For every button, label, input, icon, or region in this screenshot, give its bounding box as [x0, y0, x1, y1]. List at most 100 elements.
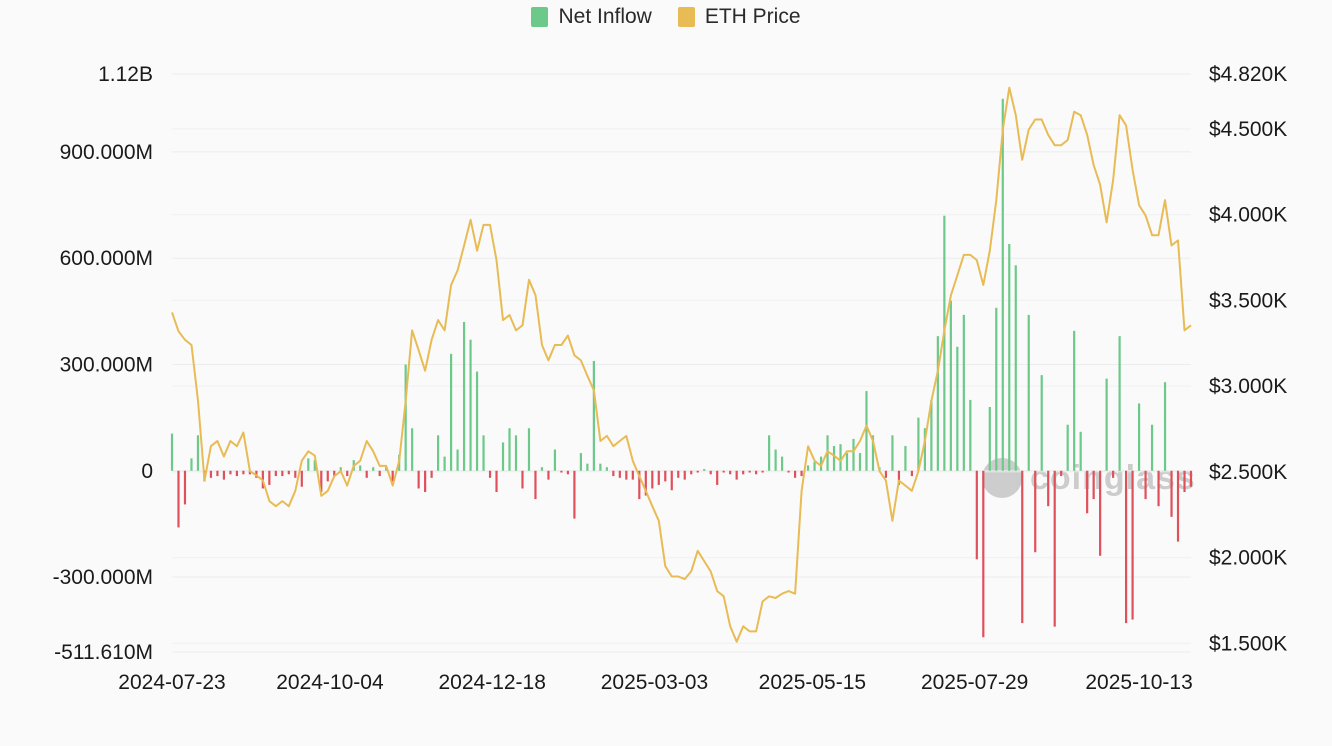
inflow-bar-positive — [871, 435, 875, 471]
inflow-bar-positive — [995, 307, 998, 471]
inflow-bar-negative — [365, 470, 368, 478]
legend-label: Net Inflow — [558, 5, 652, 28]
right-axis-tick-label: $4.820K — [1209, 63, 1287, 86]
inflow-bar-negative — [1047, 470, 1050, 507]
legend-item-net-inflow[interactable]: Net Inflow — [531, 5, 652, 29]
x-axis-tick-label: 2024-10-04 — [276, 671, 384, 694]
inflow-bar-positive — [1040, 375, 1043, 471]
inflow-bar-negative — [229, 470, 232, 475]
net-inflow-bars — [170, 98, 1193, 638]
inflow-bar-negative — [722, 470, 725, 473]
grid — [172, 73, 1191, 653]
inflow-bar-positive — [936, 336, 939, 471]
inflow-bar-negative — [1086, 470, 1089, 514]
left-axis: 1.12B 900.000M 600.000M 300.000M 0 -300.000M -… — [53, 63, 153, 664]
inflow-bar-positive — [923, 428, 926, 471]
inflow-bar-negative — [742, 470, 745, 475]
inflow-bar-positive — [540, 467, 544, 471]
inflow-bar-negative — [320, 470, 323, 493]
inflow-bar-negative — [690, 470, 693, 475]
inflow-bar-positive — [553, 449, 557, 471]
inflow-bar-negative — [982, 470, 985, 638]
inflow-bar-positive — [475, 371, 479, 471]
inflow-bar-positive — [1118, 336, 1121, 471]
inflow-bar-negative — [566, 470, 570, 475]
inflow-bar-negative — [177, 470, 180, 528]
inflow-bar-negative — [1183, 470, 1186, 493]
inflow-bar-negative — [670, 470, 673, 491]
inflow-bar-negative — [761, 470, 764, 473]
inflow-bar-negative — [638, 470, 641, 500]
x-axis: 2024-07-23 2024-10-04 2024-12-18 2025-03-03… — [118, 671, 1192, 694]
inflow-bar-positive — [839, 444, 842, 471]
inflow-bar-positive — [1105, 378, 1108, 471]
inflow-bar-positive — [1001, 98, 1004, 471]
inflow-bar-positive — [845, 453, 849, 471]
x-axis-tick-label: 2025-05-15 — [759, 671, 866, 694]
inflow-bar-negative — [235, 470, 239, 477]
x-axis-tick-label: 2025-07-29 — [921, 671, 1028, 694]
x-axis-tick-label: 2024-12-18 — [438, 671, 545, 694]
inflow-bar-negative — [417, 470, 420, 489]
inflow-bar-positive — [1079, 431, 1082, 471]
inflow-bar-positive — [949, 300, 952, 471]
inflow-bar-positive — [339, 467, 342, 471]
inflow-bar-positive — [449, 353, 453, 471]
inflow-bar-negative — [294, 470, 297, 478]
inflow-bar-negative — [897, 470, 901, 485]
inflow-bar-positive — [930, 399, 933, 471]
inflow-bar-negative — [222, 470, 226, 480]
inflow-bar-negative — [281, 470, 284, 477]
inflow-bar-positive — [774, 449, 777, 471]
right-axis-tick-label: $1.500K — [1209, 632, 1287, 655]
legend-item-eth-price[interactable]: ETH Price — [677, 5, 801, 29]
x-axis-tick-label: 2025-10-13 — [1085, 671, 1192, 694]
legend: Net Inflow ETH Price — [0, 5, 1332, 29]
left-axis-tick-label: -300.000M — [53, 566, 153, 589]
inflow-bar-positive — [1163, 382, 1167, 471]
inflow-bar-negative — [910, 470, 914, 477]
inflow-bar-positive — [1027, 314, 1030, 471]
inflow-bar-negative — [346, 470, 349, 477]
left-axis-tick-label: 0 — [141, 460, 153, 483]
inflow-bar-negative — [495, 470, 498, 493]
right-axis-tick-label: $2.000K — [1209, 547, 1287, 570]
inflow-bar-negative — [216, 470, 219, 477]
inflow-bar-positive — [411, 428, 414, 471]
inflow-bar-positive — [1008, 244, 1011, 471]
inflow-bar-negative — [793, 470, 797, 478]
left-axis-tick-label: 900.000M — [60, 141, 153, 164]
inflow-bar-negative — [612, 470, 615, 477]
inflow-bar-negative — [242, 470, 245, 475]
inflow-bar-positive — [404, 364, 407, 471]
inflow-bar-negative — [1131, 470, 1134, 620]
right-axis-tick-label: $3.000K — [1209, 375, 1287, 398]
inflow-bar-negative — [651, 470, 654, 489]
right-axis: $4.820K $4.500K $4.000K $3.500K $3.000K $2.50… — [1209, 63, 1287, 655]
inflow-bar-positive — [943, 215, 946, 471]
left-axis-tick-label: 1.12B — [98, 63, 153, 86]
inflow-bar-negative — [787, 470, 790, 473]
inflow-bar-positive — [1137, 403, 1141, 471]
right-axis-tick-label: $2.500K — [1209, 461, 1287, 484]
inflow-bar-positive — [904, 445, 907, 471]
inflow-bar-negative — [709, 470, 712, 475]
inflow-bar-negative — [683, 470, 686, 480]
inflow-bar-positive — [605, 467, 608, 471]
inflow-bar-negative — [183, 470, 187, 505]
right-axis-tick-label: $4.500K — [1209, 118, 1287, 141]
inflow-bar-negative — [209, 470, 213, 478]
x-axis-tick-label: 2025-03-03 — [601, 671, 708, 694]
left-axis-tick-label: 600.000M — [60, 247, 153, 270]
inflow-bar-negative — [800, 470, 803, 477]
inflow-bar-negative — [975, 470, 978, 560]
inflow-bar-negative — [657, 470, 660, 485]
inflow-bar-negative — [378, 470, 381, 477]
left-axis-tick-label: 300.000M — [60, 353, 153, 376]
inflow-bar-negative — [1021, 470, 1024, 624]
inflow-bar-positive — [917, 417, 920, 471]
inflow-bar-positive — [1014, 265, 1017, 471]
inflow-bar-positive — [962, 314, 965, 471]
inflow-bar-negative — [326, 470, 329, 482]
